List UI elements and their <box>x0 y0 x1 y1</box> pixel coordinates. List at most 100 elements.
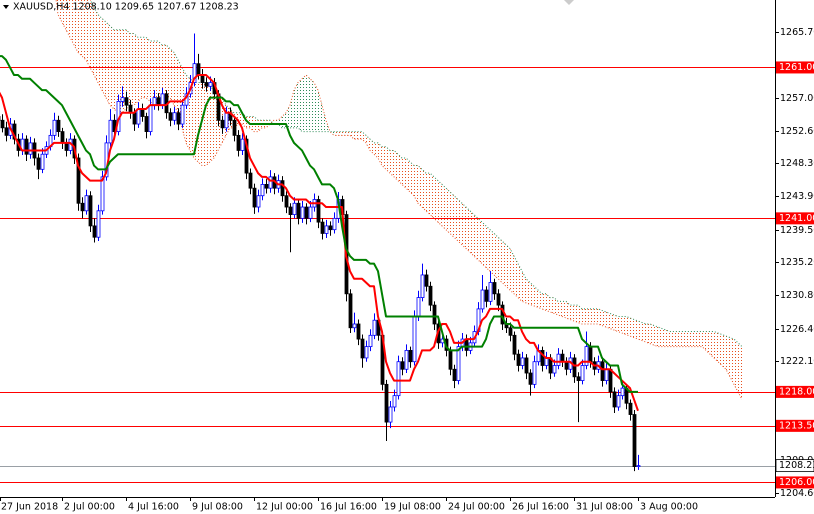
candle-body <box>604 368 609 381</box>
candle-body <box>588 346 593 363</box>
candle-body <box>332 217 337 231</box>
cloud-segment <box>326 120 330 132</box>
candle-body <box>576 376 581 381</box>
candle-body <box>308 206 313 219</box>
cloud-segment <box>294 82 298 128</box>
candle-body <box>544 357 549 366</box>
candle-body <box>572 357 577 378</box>
cloud-segment <box>606 311 610 329</box>
candle-body <box>96 210 101 238</box>
cloud-segment <box>678 331 682 347</box>
cloud-segment <box>582 308 586 324</box>
cloud-segment <box>350 131 354 140</box>
cloud-segment <box>302 74 306 132</box>
candle-body <box>296 202 301 219</box>
cloud-segment <box>354 131 358 140</box>
candle-body <box>628 402 633 415</box>
candle-body <box>40 153 45 170</box>
candle-body <box>632 414 637 467</box>
cloud-segment <box>646 323 650 344</box>
cloud-segment <box>518 263 522 302</box>
cloud-segment <box>202 82 206 166</box>
candle-body <box>64 142 69 151</box>
cloud-segment <box>314 82 318 132</box>
cloud-segment <box>394 150 398 181</box>
y-tick-label: 1204.60 <box>780 488 814 499</box>
cloud-segment <box>166 44 170 98</box>
cloud-segment <box>402 157 406 189</box>
cloud-segment <box>514 256 518 298</box>
cloud-segment <box>722 334 726 370</box>
cloud-segment <box>638 320 642 341</box>
cloud-segment <box>66 0 70 38</box>
candle-body <box>232 119 237 136</box>
cloud-segment <box>682 331 686 347</box>
candle-body <box>452 368 457 381</box>
cloud-segment <box>502 240 506 287</box>
candle-body <box>128 104 133 114</box>
candle-body <box>92 225 97 238</box>
cloud-segment <box>634 319 638 340</box>
cloud-segment <box>334 131 338 136</box>
candle-body <box>124 97 129 106</box>
menu-arrow <box>3 5 9 9</box>
cloud-segment <box>398 154 402 185</box>
cloud-segment <box>306 74 310 132</box>
cloud-segment <box>730 337 734 385</box>
cloud-segment <box>526 278 530 305</box>
cloud-segment <box>362 131 366 143</box>
candle-body <box>224 112 229 129</box>
cloud-segment <box>318 90 322 132</box>
candle-body <box>160 93 165 106</box>
candle-body <box>28 142 33 155</box>
candle-body <box>180 104 185 125</box>
candle-body <box>108 119 113 144</box>
indicator-line <box>0 55 638 393</box>
cloud-segment <box>578 305 582 324</box>
candle-body <box>540 349 545 366</box>
cloud-segment <box>642 322 646 343</box>
candle-body <box>612 391 617 408</box>
candle-body <box>256 195 261 208</box>
cloud-segment <box>478 218 482 264</box>
candle-body <box>616 395 621 408</box>
cloud-segment <box>70 0 74 45</box>
cloud-segment <box>446 188 450 234</box>
cloud-segment <box>570 305 574 321</box>
candle-body <box>24 138 29 155</box>
candle-body <box>220 119 225 129</box>
y-tick-label: 1222.10 <box>780 356 814 367</box>
candle-body <box>412 316 417 363</box>
cloud-segment <box>386 146 390 174</box>
candle-body <box>60 131 65 144</box>
candle-body <box>608 368 613 393</box>
cloud-segment <box>542 293 546 311</box>
candle-body <box>132 112 137 125</box>
cloud-segment <box>418 165 422 208</box>
x-tick-label: 19 Jul 08:00 <box>384 502 441 513</box>
candle-body <box>300 206 305 219</box>
candle-body <box>388 406 393 423</box>
cloud-segment <box>138 37 142 102</box>
candle-body <box>516 353 521 366</box>
candle-body <box>4 127 9 136</box>
cloud-segment <box>342 131 346 136</box>
cloud-segment <box>710 331 714 358</box>
x-tick-label: 3 Aug 00:00 <box>640 502 698 513</box>
candle-body <box>236 134 241 151</box>
y-tick-label: 1252.60 <box>780 126 814 137</box>
cloud-segment <box>666 330 670 347</box>
candle-body <box>564 361 569 370</box>
candle-body <box>156 97 161 106</box>
candle-body <box>532 361 537 385</box>
candle-body <box>384 383 389 423</box>
cloud-segment <box>78 0 82 57</box>
candle-body <box>240 138 245 151</box>
candle-body <box>268 176 273 189</box>
candle-body <box>76 157 81 204</box>
cloud-segment <box>118 29 122 113</box>
cloud-segment <box>474 214 478 260</box>
cloud-segment <box>102 18 106 98</box>
candle-body <box>620 387 625 397</box>
x-tick-label: 27 Jun 2018 <box>1 502 58 513</box>
